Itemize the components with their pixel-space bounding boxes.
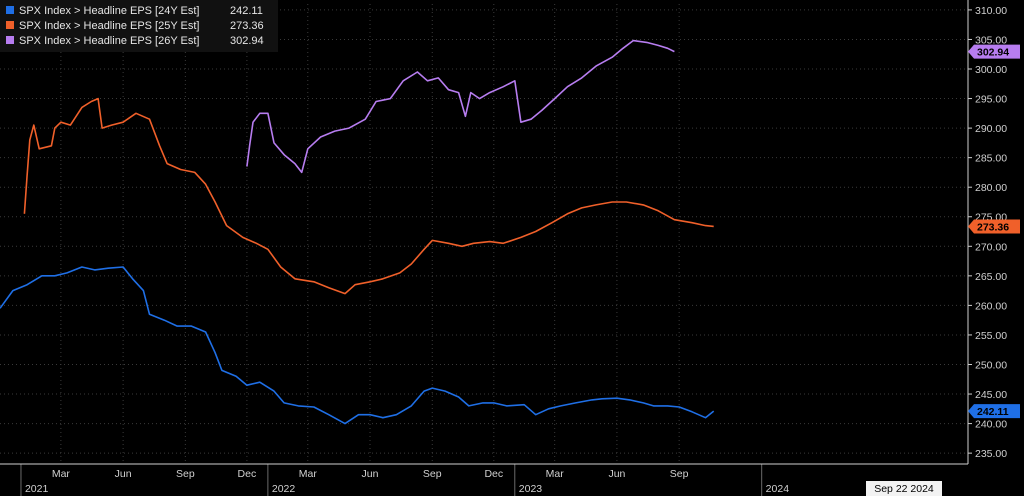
legend-label-2: SPX Index > Headline EPS [26Y Est]: [19, 35, 200, 47]
y-tick-label: 280.00: [975, 182, 1007, 194]
tag-value: 242.11: [977, 406, 1009, 418]
x-month-label: Jun: [362, 468, 379, 480]
y-tick-label: 255.00: [975, 330, 1007, 342]
y-tick-label: 310.00: [975, 5, 1007, 17]
legend-swatch-0: [6, 6, 14, 14]
x-year-label: 2024: [766, 483, 790, 495]
legend-label-1: SPX Index > Headline EPS [25Y Est]: [19, 20, 200, 32]
value-tags: 242.11 273.36 302.94: [968, 44, 1020, 419]
x-month-label: Mar: [52, 468, 71, 480]
legend: SPX Index > Headline EPS [24Y Est] 242.11…: [0, 0, 278, 52]
y-tick-label: 245.00: [975, 389, 1007, 401]
series-line-0: [0, 266, 715, 425]
tag-shape: [968, 44, 1020, 59]
y-tick-label: 260.00: [975, 300, 1007, 312]
y-tick-label: 270.00: [975, 241, 1007, 253]
last-value-tag-2: 302.94: [968, 44, 1020, 59]
last-value-tag-1: 273.36: [968, 219, 1020, 234]
x-month-label: Mar: [546, 468, 565, 480]
current-date-box: [866, 481, 942, 496]
x-month-label: Mar: [299, 468, 318, 480]
tag-shape: [968, 219, 1020, 234]
tag-shape: [968, 404, 1020, 419]
series-line-1: [23, 97, 714, 295]
y-tick-label: 240.00: [975, 419, 1007, 431]
y-tick-label: 305.00: [975, 34, 1007, 46]
legend-box: [0, 0, 278, 52]
x-month-label: Dec: [238, 468, 257, 480]
legend-swatch-2: [6, 36, 14, 44]
legend-value-2: 302.94: [230, 35, 264, 47]
x-year-label: 2021: [25, 483, 49, 495]
legend-label-0: SPX Index > Headline EPS [24Y Est]: [19, 5, 200, 17]
x-month-label: Sep: [670, 468, 689, 480]
x-month-label: Jun: [608, 468, 625, 480]
series-line-2: [246, 39, 675, 174]
series-lines: [0, 39, 715, 425]
x-month-label: Dec: [484, 468, 503, 480]
x-year-label: 2023: [519, 483, 543, 495]
x-month-label: Jun: [115, 468, 132, 480]
legend-swatch-1: [6, 21, 14, 29]
y-tick-label: 295.00: [975, 94, 1007, 106]
current-date-label: Sep 22 2024: [874, 483, 934, 495]
tag-value: 273.36: [977, 221, 1009, 233]
x-month-label: Sep: [176, 468, 195, 480]
y-tick-label: 290.00: [975, 123, 1007, 135]
y-tick-label: 285.00: [975, 153, 1007, 165]
x-year-label: 2022: [272, 483, 296, 495]
y-tick-label: 265.00: [975, 271, 1007, 283]
y-tick-label: 300.00: [975, 64, 1007, 76]
legend-value-0: 242.11: [230, 5, 263, 17]
y-tick-label: 250.00: [975, 359, 1007, 371]
grid: [0, 4, 968, 462]
y-tick-label: 235.00: [975, 448, 1007, 460]
legend-value-1: 273.36: [230, 20, 264, 32]
last-value-tag-0: 242.11: [968, 404, 1020, 419]
x-month-label: Sep: [423, 468, 442, 480]
tag-value: 302.94: [977, 47, 1009, 59]
